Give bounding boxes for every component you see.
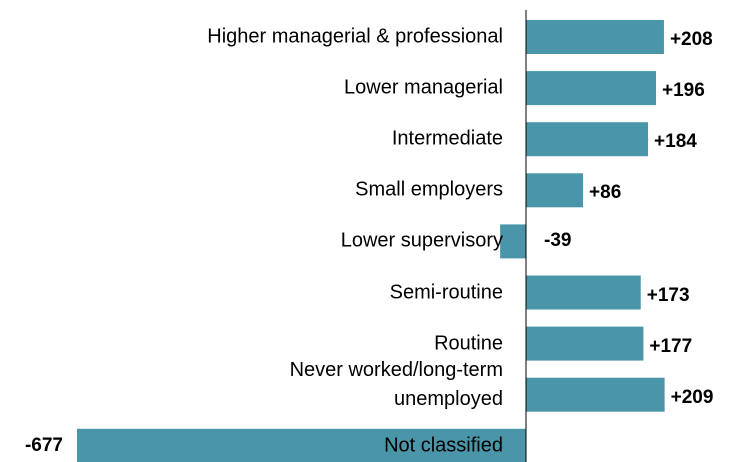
value-label: +86 xyxy=(589,182,622,204)
value-label: +184 xyxy=(654,131,697,153)
bar xyxy=(526,275,641,310)
category-label: Lower managerial xyxy=(344,76,503,99)
category-label: Semi-routine xyxy=(389,281,503,303)
category-label: Small employers xyxy=(355,178,503,201)
value-label: +209 xyxy=(670,386,714,408)
bar xyxy=(526,377,665,412)
bar xyxy=(526,71,656,106)
category-label: Lower supervisory xyxy=(340,229,503,252)
value-label: -677 xyxy=(24,434,63,456)
bar xyxy=(526,122,649,157)
bar xyxy=(526,326,644,361)
category-label: Never worked/long-term unemployed xyxy=(289,358,503,410)
bar xyxy=(500,224,526,259)
value-label: +208 xyxy=(669,29,713,50)
category-label: Higher managerial & professional xyxy=(207,25,503,48)
bar xyxy=(526,173,584,208)
value-label: +173 xyxy=(646,284,690,306)
category-label: Not classified xyxy=(384,434,503,457)
category-label: Intermediate xyxy=(391,127,503,150)
bar xyxy=(77,428,526,462)
value-label: -39 xyxy=(544,230,572,252)
bar xyxy=(526,20,664,54)
value-label: +177 xyxy=(649,335,693,357)
category-label: Routine xyxy=(434,332,503,355)
value-label: +196 xyxy=(661,80,705,102)
